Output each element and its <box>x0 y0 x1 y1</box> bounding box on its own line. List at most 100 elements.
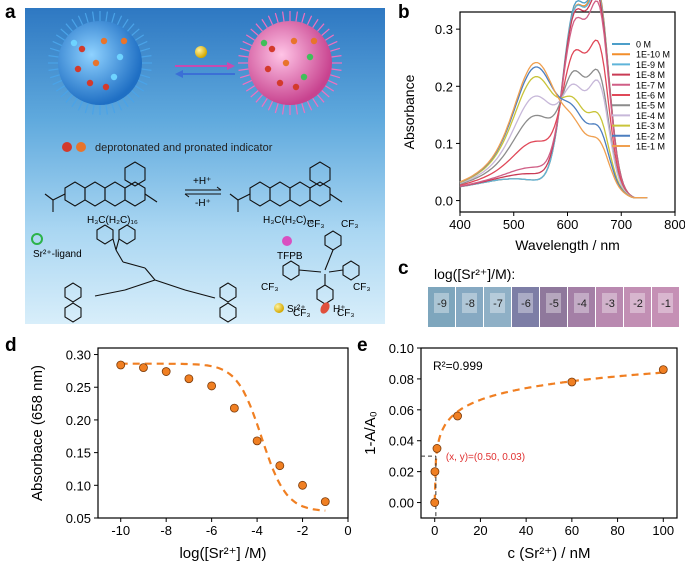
swatch-label: -4 <box>577 298 587 310</box>
color-swatch <box>456 287 483 327</box>
absorbance-spectra-chart: 400 500 600 700 800 0.0 0.1 0.2 0.3 Wavelength / … <box>401 0 685 253</box>
sphere-spike <box>267 100 274 111</box>
y-tick-label: 0.02 <box>389 465 414 480</box>
x-tick-label: 80 <box>610 523 624 538</box>
legend-label: 1E-6 M <box>636 91 665 101</box>
x-tick-label: 700 <box>610 217 632 232</box>
xy-annotation: (x, y)=(0.50, 0.03) <box>446 452 525 463</box>
swatch-label-bg <box>518 293 533 313</box>
data-point <box>275 461 285 471</box>
indicator-tail-left: H₃C(H₂C)₁₆ <box>87 215 138 226</box>
pink-nanosphere-icon <box>238 11 342 115</box>
r-squared-annotation: R²=0.999 <box>433 359 483 373</box>
data-point <box>229 403 239 413</box>
tfpb-structure <box>282 230 360 305</box>
x-tick-label: 0 <box>344 523 351 538</box>
sphere-spike <box>137 40 148 47</box>
sphere-spike <box>127 94 135 103</box>
sphere-spike <box>267 15 274 26</box>
sr-ion-icon <box>195 46 207 58</box>
blue-nanosphere-icon <box>48 11 152 115</box>
plot-frame <box>97 347 349 519</box>
color-swatch <box>596 287 623 327</box>
sphere-spike <box>48 68 59 71</box>
sphere-spike <box>141 55 152 58</box>
sphere-spike <box>111 12 116 23</box>
indicator-structure-right <box>229 161 343 212</box>
color-swatch <box>428 287 455 327</box>
tfpb-cf3-1: CF₃ <box>307 219 324 230</box>
x-tick-label: 20 <box>473 523 487 538</box>
legend-label: 1E-4 M <box>636 111 665 121</box>
data-point <box>207 381 217 391</box>
fit-curve <box>433 371 664 502</box>
y-tick-label: 0.2 <box>435 79 453 94</box>
indicator-structure-left <box>44 161 158 212</box>
indicator-legend-text: deprotonated and pronated indicator <box>95 142 273 154</box>
sphere-dot <box>100 37 108 45</box>
color-swatch <box>568 287 595 327</box>
x-axis-label: Wavelength / nm <box>515 237 620 253</box>
legend-label: 1E-7 M <box>636 80 665 90</box>
sphere-dot <box>306 53 314 61</box>
sr-legend-label: Sr²⁺ <box>287 304 306 315</box>
sphere-spike <box>274 12 279 23</box>
legend-label: 1E-1 M <box>636 142 665 152</box>
reaction-minus-h: -H⁺ <box>195 198 211 209</box>
y-axis-label: Absorbance <box>401 74 417 149</box>
sphere-spike <box>242 79 253 86</box>
sphere-spike <box>77 100 84 111</box>
y-tick-label: 0.00 <box>389 496 414 511</box>
sphere-spike <box>312 98 319 108</box>
data-point <box>139 363 148 373</box>
sphere-spike <box>238 55 249 58</box>
sphere-dot <box>86 79 94 87</box>
scheme-panel: deprotonated and pronated indicator H₃C(… <box>25 8 385 324</box>
swatch-label: -1 <box>661 298 671 310</box>
sphere-spike <box>245 85 255 92</box>
plot-frame <box>420 347 678 519</box>
sphere-spike <box>84 12 89 23</box>
color-swatch <box>512 287 539 327</box>
sphere-spike <box>295 104 298 115</box>
sphere-spike <box>60 28 69 36</box>
equilibrium-arrows-icon <box>175 62 235 78</box>
data-point <box>252 436 262 446</box>
y-tick-label: 0.10 <box>66 478 91 493</box>
sphere-spike <box>71 98 78 108</box>
spectrum-line <box>459 0 648 199</box>
data-point <box>298 480 307 490</box>
sphere-spike <box>261 18 268 28</box>
sphere-dot <box>120 37 128 45</box>
data-point <box>567 377 577 387</box>
x-tick-label: 0 <box>431 523 438 538</box>
x-tick-label: 100 <box>652 523 674 538</box>
data-point <box>453 411 462 421</box>
legend-label: 1E-9 M <box>636 60 665 70</box>
y-tick-label: 0.30 <box>66 348 91 363</box>
swatch-label-bg <box>546 293 561 313</box>
x-tick-label: -8 <box>160 523 172 538</box>
h-legend-icon <box>320 302 330 314</box>
sphere-spike <box>301 12 306 23</box>
reaction-plus-h: +H⁺ <box>193 176 211 187</box>
sphere-dot <box>282 59 290 67</box>
sphere-spike <box>239 47 250 52</box>
sphere-spike <box>282 11 285 22</box>
tfpb-cf3-4: CF₃ <box>353 282 370 293</box>
swatch-label-bg <box>602 293 617 313</box>
color-swatch <box>484 287 511 327</box>
data-point <box>658 365 668 375</box>
y-tick-label: 0.05 <box>66 511 91 526</box>
sphere-spike <box>317 23 325 32</box>
sphere-spike <box>274 103 279 114</box>
protonated-indicator-icon <box>76 142 86 152</box>
sphere-spike <box>238 68 249 71</box>
swatch-label: -9 <box>437 298 447 310</box>
sphere-spike <box>331 68 342 71</box>
sphere-spike <box>330 47 341 52</box>
sphere-spike <box>116 100 123 111</box>
legend-label: 1E-10 M <box>636 50 670 60</box>
legend-label: 1E-2 M <box>636 131 665 141</box>
x-tick-label: 60 <box>565 523 579 538</box>
